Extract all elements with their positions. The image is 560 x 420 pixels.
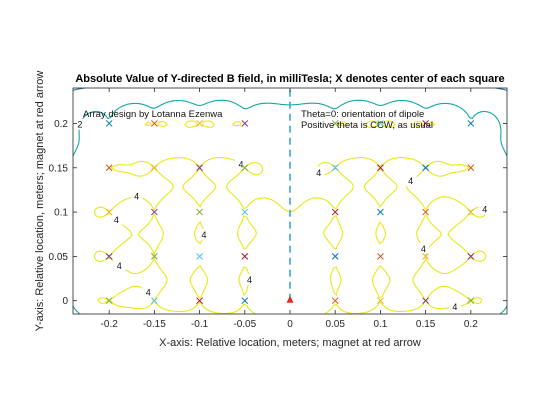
square-center-marker (467, 253, 475, 260)
x-tick-label: -0.2 (101, 319, 119, 330)
contour-label: 2 (77, 120, 82, 130)
square-center-marker (377, 208, 384, 216)
contour-label: 4 (408, 176, 413, 186)
y-tick-label: 0.15 (49, 163, 69, 174)
square-center-marker (151, 208, 158, 216)
magnet-arrow-marker (286, 295, 294, 303)
contour-label: 4 (452, 302, 457, 312)
square-center-marker (151, 164, 158, 172)
contour-label: 4 (117, 261, 122, 271)
contour-label: 4 (247, 275, 252, 285)
square-center-marker (422, 253, 429, 260)
x-tick-label: -0.1 (191, 319, 209, 330)
square-center-marker (377, 297, 384, 305)
square-center-marker (196, 208, 203, 216)
square-center-marker (241, 164, 249, 172)
square-center-marker (422, 120, 429, 127)
contour-label-bg (198, 228, 211, 240)
contour-label-bg (312, 166, 325, 178)
x-tick-label: 0.05 (325, 319, 345, 330)
annotation-array-design: Array design by Lotanna Ezenwa (83, 109, 223, 120)
contour-label-bg (417, 243, 430, 255)
contour-labels: 2 4 4 4 4 4 4 4 4 4 4 4 4 (73, 118, 491, 313)
square-center-marker (151, 120, 158, 127)
square-center-marker (105, 208, 113, 216)
x-tick-label: 0.2 (464, 319, 478, 330)
square-center-marker (196, 253, 203, 260)
y-tick-label: 0.1 (54, 208, 68, 219)
x-axis-label: X-axis: Relative location, meters; magne… (159, 337, 421, 349)
square-center-marker (377, 253, 384, 260)
contour-label: 4 (134, 192, 139, 202)
square-center-marker (331, 208, 339, 216)
y-axis-ticks: 0 0.05 0.1 0.15 0.2 (49, 119, 507, 307)
contour-label-bg (142, 286, 155, 298)
annotation-theta-zero: Theta=0: orientation of dipole (301, 109, 424, 120)
annotation-positive-theta: Positive theta is CCW, as usual (301, 120, 433, 131)
square-center-marker (422, 164, 429, 172)
square-center-marker (467, 208, 475, 216)
contour-label-bg (73, 118, 86, 130)
contour-label-bg (448, 301, 461, 313)
square-center-marker (196, 297, 203, 305)
square-center-marker (196, 120, 203, 127)
contour-label-bg (243, 274, 256, 286)
square-center-marker (196, 164, 203, 172)
square-center-marker (331, 253, 339, 260)
contour-label-bg (478, 203, 491, 215)
x-tick-label: -0.15 (143, 319, 166, 330)
square-center-marker (241, 208, 249, 216)
x-tick-label: 0.1 (373, 319, 387, 330)
square-center-marker (105, 120, 113, 127)
x-tick-label: -0.05 (233, 319, 256, 330)
square-center-marker (241, 297, 249, 305)
contour-label: 4 (146, 287, 151, 297)
y-tick-label: 0.05 (49, 252, 69, 263)
square-center-marker (331, 297, 339, 305)
contour-label-bg (404, 175, 417, 187)
y-tick-label: 0.2 (54, 119, 68, 130)
square-center-marker (105, 297, 113, 305)
square-center-marker (377, 164, 384, 172)
contour-label: 4 (202, 230, 207, 240)
square-center-marker (151, 253, 158, 260)
x-axis-ticks: -0.2 -0.15 -0.1 -0.05 0 0.05 0.1 0.15 0.2 (101, 88, 478, 330)
contour-label-bg (130, 190, 143, 202)
square-center-marker (331, 120, 339, 127)
square-center-marker (377, 120, 384, 127)
x-tick-label: 0.15 (416, 319, 436, 330)
square-center-marker (467, 297, 475, 305)
square-center-marker (105, 164, 113, 172)
square-center-marker (422, 297, 429, 305)
square-center-marker (467, 164, 475, 172)
contour-label: 4 (482, 204, 487, 214)
contour-label-bg (110, 213, 123, 225)
square-center-marker (331, 164, 339, 172)
contour-label: 4 (316, 168, 321, 178)
y-tick-label: 0 (62, 296, 68, 307)
contour-label-bg (113, 259, 126, 271)
contour-label: 4 (114, 215, 119, 225)
square-center-marker (105, 253, 113, 260)
square-center-marker (241, 120, 249, 127)
x-tick-label: 0 (287, 319, 293, 330)
contour-line-2 (73, 99, 507, 314)
square-center-marker (151, 297, 158, 305)
chart-title: Absolute Value of Y-directed B field, in… (75, 73, 504, 85)
contour-label: 4 (239, 159, 244, 169)
square-center-marker (241, 253, 249, 260)
contour-label-bg (235, 158, 248, 170)
y-axis-label: Y-axis: Relative location, meters; magne… (34, 71, 46, 332)
contour-label: 4 (421, 244, 426, 254)
square-center-marker (422, 208, 429, 216)
square-center-markers (105, 120, 475, 305)
square-center-marker (467, 120, 475, 127)
